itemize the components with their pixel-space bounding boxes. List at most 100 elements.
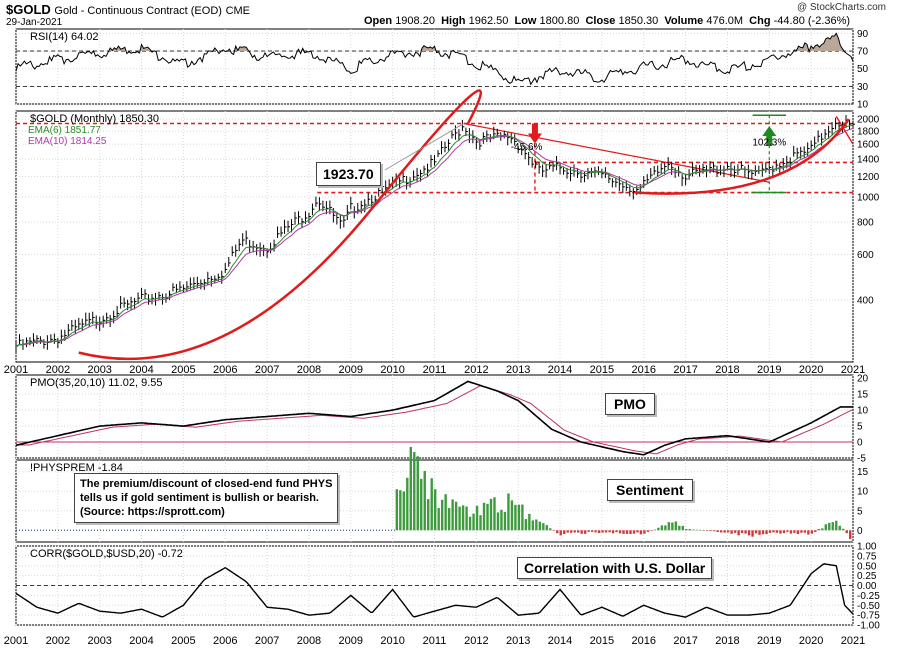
correlation-ytick-label: -0.75 — [857, 611, 880, 622]
sentiment-bar — [528, 513, 531, 531]
sentiment-ytick-label: 10 — [857, 487, 869, 498]
panel-rsi: 10 30 50 70 90 — [15, 28, 869, 111]
bull-arc-2001 — [78, 89, 482, 361]
sentiment-bar — [556, 530, 559, 534]
sentiment-bar — [716, 530, 719, 533]
ohlc-bar: Open 1908.20 High 1962.50 Low 1800.80 Cl… — [364, 15, 850, 27]
trendline-short — [835, 115, 854, 145]
sentiment-bar — [489, 498, 493, 531]
bull-arc-2016 — [635, 118, 850, 195]
sentiment-bar — [563, 530, 566, 534]
sentiment-bar — [402, 491, 406, 531]
sentiment-bar — [416, 456, 419, 531]
correlation-ytick-label: 0.25 — [857, 571, 877, 582]
pmo-line — [15, 380, 853, 456]
sentiment-bar — [824, 524, 827, 531]
sentiment-bar — [779, 530, 782, 534]
rsi-ytick-label: 70 — [857, 47, 869, 58]
sentiment-bar — [475, 505, 479, 531]
sentiment-bar — [817, 529, 821, 531]
xtick-label: 2003 — [87, 364, 111, 376]
sentiment-bar — [399, 490, 402, 531]
pmo-ytick-label: 0 — [857, 438, 863, 449]
rise-arrow — [762, 126, 777, 147]
xtick-label: 2019 — [757, 635, 781, 647]
high-label: High — [441, 15, 466, 27]
sentiment-bar — [535, 519, 538, 531]
sentiment-bar — [807, 530, 810, 535]
sentiment-label: Sentiment — [607, 479, 693, 501]
sentiment-bar — [639, 530, 643, 535]
xtick-label: 2019 — [757, 364, 781, 376]
sentiment-bar — [740, 530, 744, 534]
sentiment-bar — [395, 489, 399, 531]
price-ytick-label: 1200 — [857, 172, 880, 183]
sentiment-bar — [517, 504, 521, 531]
sentiment-bar — [524, 519, 528, 531]
xtick-label: 2010 — [380, 364, 404, 376]
sentiment-bar — [444, 494, 447, 531]
sentiment-bar — [427, 499, 430, 531]
sentiment-bar — [531, 520, 535, 531]
sentiment-bar — [646, 530, 650, 532]
sentiment-bar — [583, 530, 587, 534]
sentiment-bar — [653, 529, 657, 531]
sentiment-ytick-label: 15 — [857, 467, 869, 478]
sentiment-bar — [611, 530, 615, 534]
correlation-label: Correlation with U.S. Dollar — [517, 557, 713, 579]
sentiment-bar — [706, 530, 709, 531]
xtick-label: 2011 — [423, 364, 447, 376]
pmo-label: PMO — [605, 393, 655, 415]
sentiment-bar — [406, 477, 409, 531]
close-value: 1850.30 — [618, 15, 659, 27]
sentiment-bar — [451, 499, 454, 531]
sentiment-bar — [413, 452, 416, 531]
peak-price-label: 1923.70 — [316, 162, 381, 186]
sentiment-bar — [604, 530, 608, 533]
sentiment-ytick-label: 5 — [857, 506, 863, 517]
sentiment-bar — [685, 528, 688, 531]
sentiment-bar — [737, 530, 740, 536]
xtick-label: 2005 — [171, 635, 195, 647]
sentiment-bar — [744, 530, 747, 534]
sentiment-bar — [786, 530, 789, 532]
ema6-legend: EMA(6) 1851.77 — [28, 125, 101, 136]
ema10-legend: EMA(10) 1814.25 — [28, 136, 107, 147]
sentiment-bar — [433, 489, 437, 531]
price-ytick-label: 1000 — [857, 192, 880, 203]
sentiment-bar — [671, 522, 674, 531]
sentiment-bar — [751, 530, 754, 537]
sentiment-bar — [559, 530, 562, 536]
xtick-label: 2012 — [464, 364, 488, 376]
sentiment-bar — [454, 501, 458, 531]
xtick-label: 2013 — [506, 364, 530, 376]
xtick-label: 2013 — [506, 635, 530, 647]
sentiment-bar — [747, 530, 751, 536]
sentiment-bar — [849, 530, 852, 540]
sentiment-bar — [440, 499, 444, 531]
xtick-label: 2010 — [380, 635, 404, 647]
price-ytick-label: 2000 — [857, 115, 880, 126]
ema6-line — [15, 124, 854, 347]
sentiment-bar — [664, 525, 667, 531]
sentiment-bar — [420, 478, 423, 531]
price-ytick-label: 800 — [857, 218, 874, 229]
xtick-label: 2012 — [464, 635, 488, 647]
sentiment-bar — [615, 530, 618, 532]
pmo-legend: PMO(35,20,10) 11.02, 9.55 — [30, 377, 163, 389]
volume-value: 476.0M — [706, 15, 744, 27]
sentiment-bar — [461, 505, 465, 531]
chart-date: 29-Jan-2021 — [6, 17, 63, 28]
high-value: 1962.50 — [468, 15, 509, 27]
chg-label: Chg — [749, 15, 771, 27]
sentiment-bar — [622, 530, 625, 534]
rsi-ytick-label: 30 — [857, 82, 869, 93]
low-label: Low — [514, 15, 537, 27]
sentiment-legend: !PHYSPREM -1.84 — [30, 462, 123, 474]
price-frame — [15, 110, 854, 363]
sentiment-bar — [758, 530, 761, 535]
low-value: 1800.80 — [539, 15, 580, 27]
xtick-label: 2009 — [339, 364, 363, 376]
sentiment-bar — [566, 530, 569, 533]
correlation-ytick-label: 0.75 — [857, 551, 877, 562]
